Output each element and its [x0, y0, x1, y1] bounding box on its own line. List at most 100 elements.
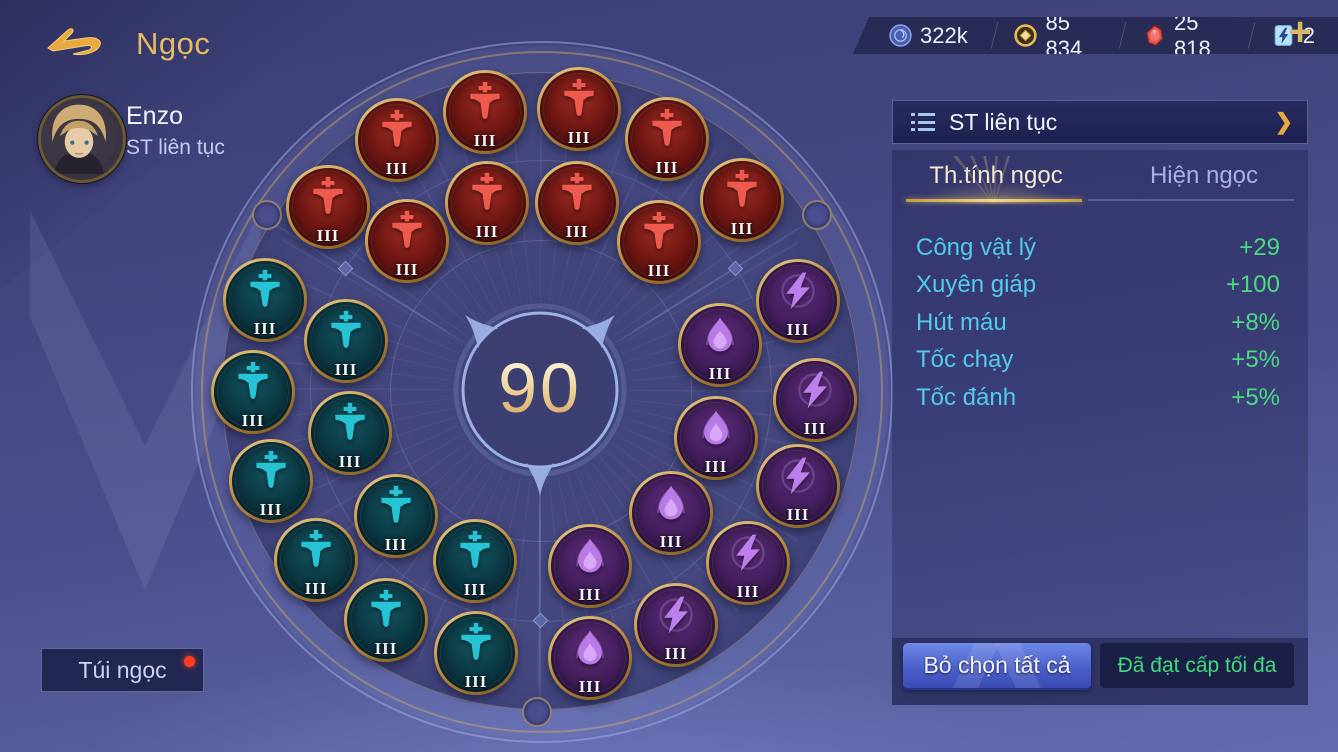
- sword-icon: [277, 528, 355, 572]
- currency-value: 322k: [920, 22, 968, 48]
- sword-icon: [357, 484, 435, 528]
- rune-level-label: III: [395, 260, 419, 279]
- rune-gem[interactable]: III: [756, 444, 840, 528]
- rune-level-label: III: [786, 320, 810, 339]
- stat-value: +5%: [1231, 346, 1280, 374]
- rune-level-label: III: [241, 411, 265, 430]
- rune-gem[interactable]: III: [537, 67, 621, 151]
- sword-icon: [703, 168, 781, 212]
- stat-value: +29: [1239, 233, 1280, 261]
- currency-item[interactable]: 2: [1238, 17, 1328, 54]
- currency-value: 25 818: [1173, 9, 1211, 61]
- rune-gem[interactable]: III: [634, 583, 718, 667]
- currency-item[interactable]: 85 834: [981, 17, 1110, 54]
- page-title: Ngọc: [136, 26, 211, 61]
- rune-gem[interactable]: III: [706, 521, 790, 605]
- rune-gem[interactable]: III: [304, 299, 388, 383]
- sword-icon: [311, 401, 389, 445]
- rune-gem[interactable]: III: [434, 611, 518, 695]
- bolt-icon: [759, 269, 837, 313]
- wheel-level: 90: [470, 348, 610, 428]
- player-name: Enzo: [126, 102, 183, 130]
- rune-level-label: III: [730, 219, 754, 238]
- sword-icon: [446, 80, 524, 124]
- rune-gem[interactable]: III: [229, 439, 313, 523]
- tab-show-runes[interactable]: Hiện ngọc: [1149, 162, 1259, 189]
- rune-level-label: III: [786, 505, 810, 524]
- chevron-right-icon[interactable]: ❯: [1274, 109, 1293, 134]
- tab-rune-stats[interactable]: Th.tính ngọc: [929, 162, 1063, 189]
- stat-row: Hút máu +8%: [892, 304, 1308, 342]
- rune-gem[interactable]: III: [354, 474, 438, 558]
- bolt-icon: [759, 454, 837, 498]
- rune-gem[interactable]: III: [308, 391, 392, 475]
- rune-gem[interactable]: III: [365, 199, 449, 283]
- stat-value: +8%: [1231, 308, 1280, 336]
- add-currency-button[interactable]: +: [1288, 10, 1312, 54]
- sword-icon: [358, 108, 436, 152]
- rune-gem[interactable]: III: [535, 161, 619, 245]
- stat-row: Tốc đánh +5%: [892, 379, 1308, 417]
- rune-level-label: III: [259, 500, 283, 519]
- rune-level-label: III: [304, 579, 328, 598]
- sword-icon: [289, 175, 367, 219]
- rune-gem[interactable]: III: [700, 158, 784, 242]
- bolt-icon: [637, 593, 715, 637]
- rune-level-label: III: [664, 644, 688, 663]
- rune-level-label: III: [647, 261, 671, 280]
- rune-gem[interactable]: III: [286, 165, 370, 249]
- stat-label: Hút máu: [916, 308, 1007, 336]
- blue-coin-icon: [888, 23, 913, 48]
- stat-row: Công vật lý +29: [892, 229, 1308, 267]
- rune-gem[interactable]: III: [625, 97, 709, 181]
- deselect-all-button[interactable]: Bỏ chọn tất cả: [903, 643, 1091, 690]
- tab-baseline: [1088, 199, 1294, 201]
- rune-gem[interactable]: III: [629, 471, 713, 555]
- rune-gem[interactable]: III: [274, 518, 358, 602]
- rune-level-label: III: [316, 226, 340, 245]
- rune-level-label: III: [659, 532, 683, 551]
- rune-gem[interactable]: III: [756, 259, 840, 343]
- rune-gem[interactable]: III: [678, 303, 762, 387]
- back-icon[interactable]: [44, 26, 106, 60]
- rune-gem[interactable]: III: [617, 200, 701, 284]
- currency-value: 85 834: [1045, 9, 1083, 61]
- rune-gem[interactable]: III: [443, 70, 527, 154]
- stat-row: Xuyên giáp +100: [892, 267, 1308, 305]
- rune-page-title: ST liên tục: [949, 108, 1058, 135]
- rune-gem[interactable]: III: [773, 358, 857, 442]
- rune-page-selector[interactable]: ST liên tục ❯: [892, 100, 1308, 144]
- rune-level-label: III: [338, 452, 362, 471]
- rune-gem[interactable]: III: [674, 396, 758, 480]
- sword-icon: [620, 210, 698, 254]
- sword-icon: [628, 107, 706, 151]
- stats-list: Công vật lý +29 Xuyên giáp +100 Hút máu …: [892, 229, 1308, 417]
- panel-tabs: Th.tính ngọc Hiện ngọc: [892, 150, 1308, 208]
- rune-gem[interactable]: III: [433, 519, 517, 603]
- sword-icon: [214, 360, 292, 404]
- wheel-hub: [453, 303, 627, 496]
- rune-bag-button[interactable]: Túi ngọc: [41, 648, 204, 692]
- droplet-icon: [551, 626, 629, 670]
- avatar[interactable]: [38, 95, 126, 183]
- rune-gem[interactable]: III: [344, 578, 428, 662]
- rune-gem[interactable]: III: [548, 616, 632, 700]
- rune-level-label: III: [567, 128, 591, 147]
- rune-gem[interactable]: III: [445, 161, 529, 245]
- stat-label: Tốc chạy: [916, 346, 1014, 374]
- currency-item[interactable]: 322k: [875, 17, 981, 54]
- rune-level-label: III: [464, 672, 488, 691]
- currency-item[interactable]: 25 818: [1109, 17, 1238, 54]
- rune-level-label: III: [473, 131, 497, 150]
- rune-gem[interactable]: III: [548, 524, 632, 608]
- droplet-icon: [681, 313, 759, 357]
- rune-gem[interactable]: III: [355, 98, 439, 182]
- rune-gem[interactable]: III: [211, 350, 295, 434]
- rune-level-label: III: [374, 639, 398, 658]
- stat-label: Xuyên giáp: [916, 271, 1037, 299]
- max-level-button[interactable]: Đã đạt cấp tối đa: [1100, 643, 1294, 688]
- rune-gem[interactable]: III: [223, 258, 307, 342]
- sword-icon: [368, 209, 446, 253]
- rune-level-label: III: [384, 535, 408, 554]
